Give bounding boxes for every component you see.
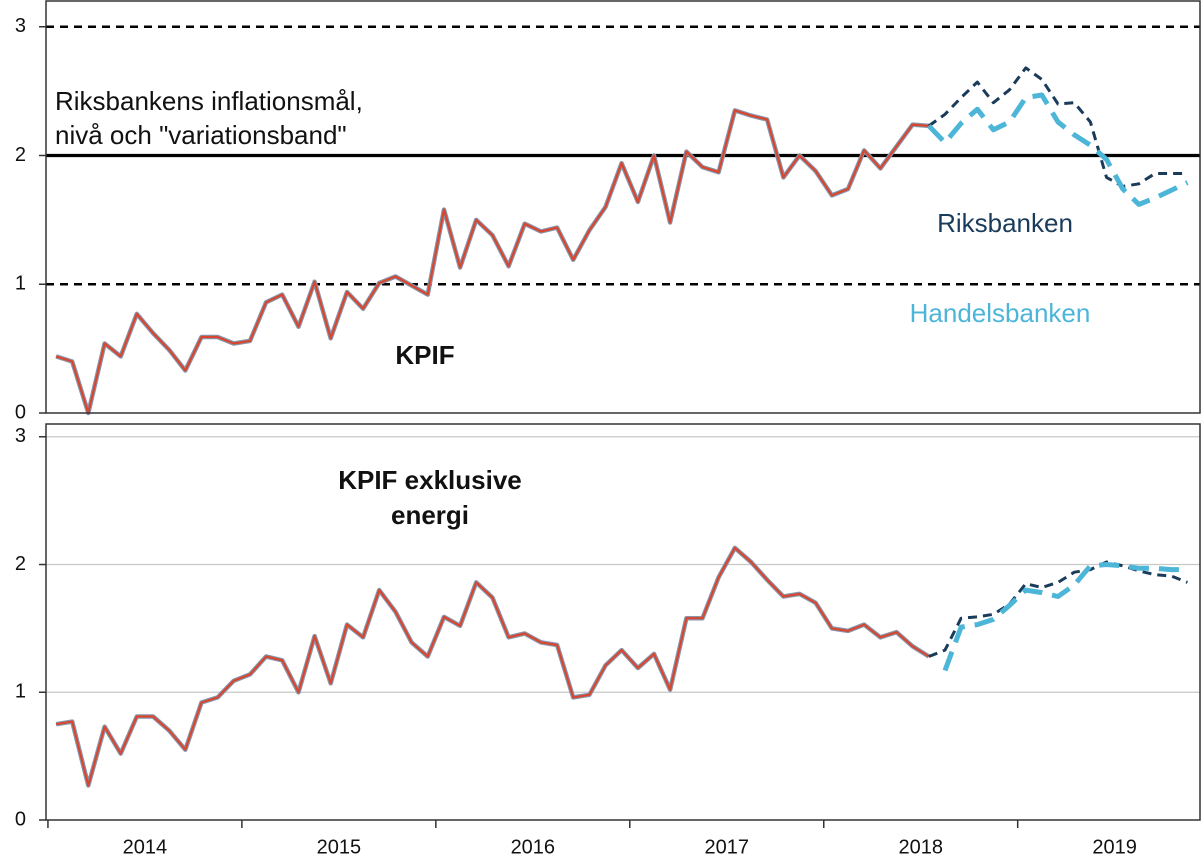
series-line	[928, 66, 1188, 188]
series-line	[55, 546, 930, 787]
annotation: KPIF exklusive	[338, 465, 522, 495]
series-line	[55, 109, 929, 415]
y-tick-label: 0	[15, 401, 26, 423]
x-tick-label: 2015	[317, 836, 362, 858]
series-line	[927, 92, 1189, 207]
line-halo	[55, 545, 931, 788]
y-tick-label: 2	[15, 144, 26, 166]
x-tick-label: 2014	[123, 836, 168, 858]
x-tick-label: 2018	[898, 836, 943, 858]
y-tick-label: 3	[15, 15, 26, 37]
annotation: nivå och "variationsband"	[55, 120, 347, 150]
series-line	[928, 560, 1188, 658]
x-tick-label: 2016	[511, 836, 556, 858]
annotation: KPIF	[395, 340, 454, 370]
y-tick-label: 2	[15, 553, 26, 575]
x-tick-label: 2019	[1092, 836, 1137, 858]
panel-frame	[45, 423, 1201, 821]
y-tick-label: 1	[15, 273, 26, 295]
y-tick-label: 0	[15, 808, 26, 830]
x-tick-label: 2017	[705, 836, 750, 858]
panel-frame	[45, 0, 1201, 414]
series-line	[942, 562, 1188, 672]
series-label: Handelsbanken	[910, 298, 1091, 328]
annotation: Riksbankens inflationsmål,	[55, 86, 363, 116]
y-tick-label: 1	[15, 681, 26, 703]
annotation: energi	[391, 500, 469, 530]
series-label: Riksbanken	[937, 208, 1073, 238]
y-tick-label: 3	[15, 425, 26, 447]
